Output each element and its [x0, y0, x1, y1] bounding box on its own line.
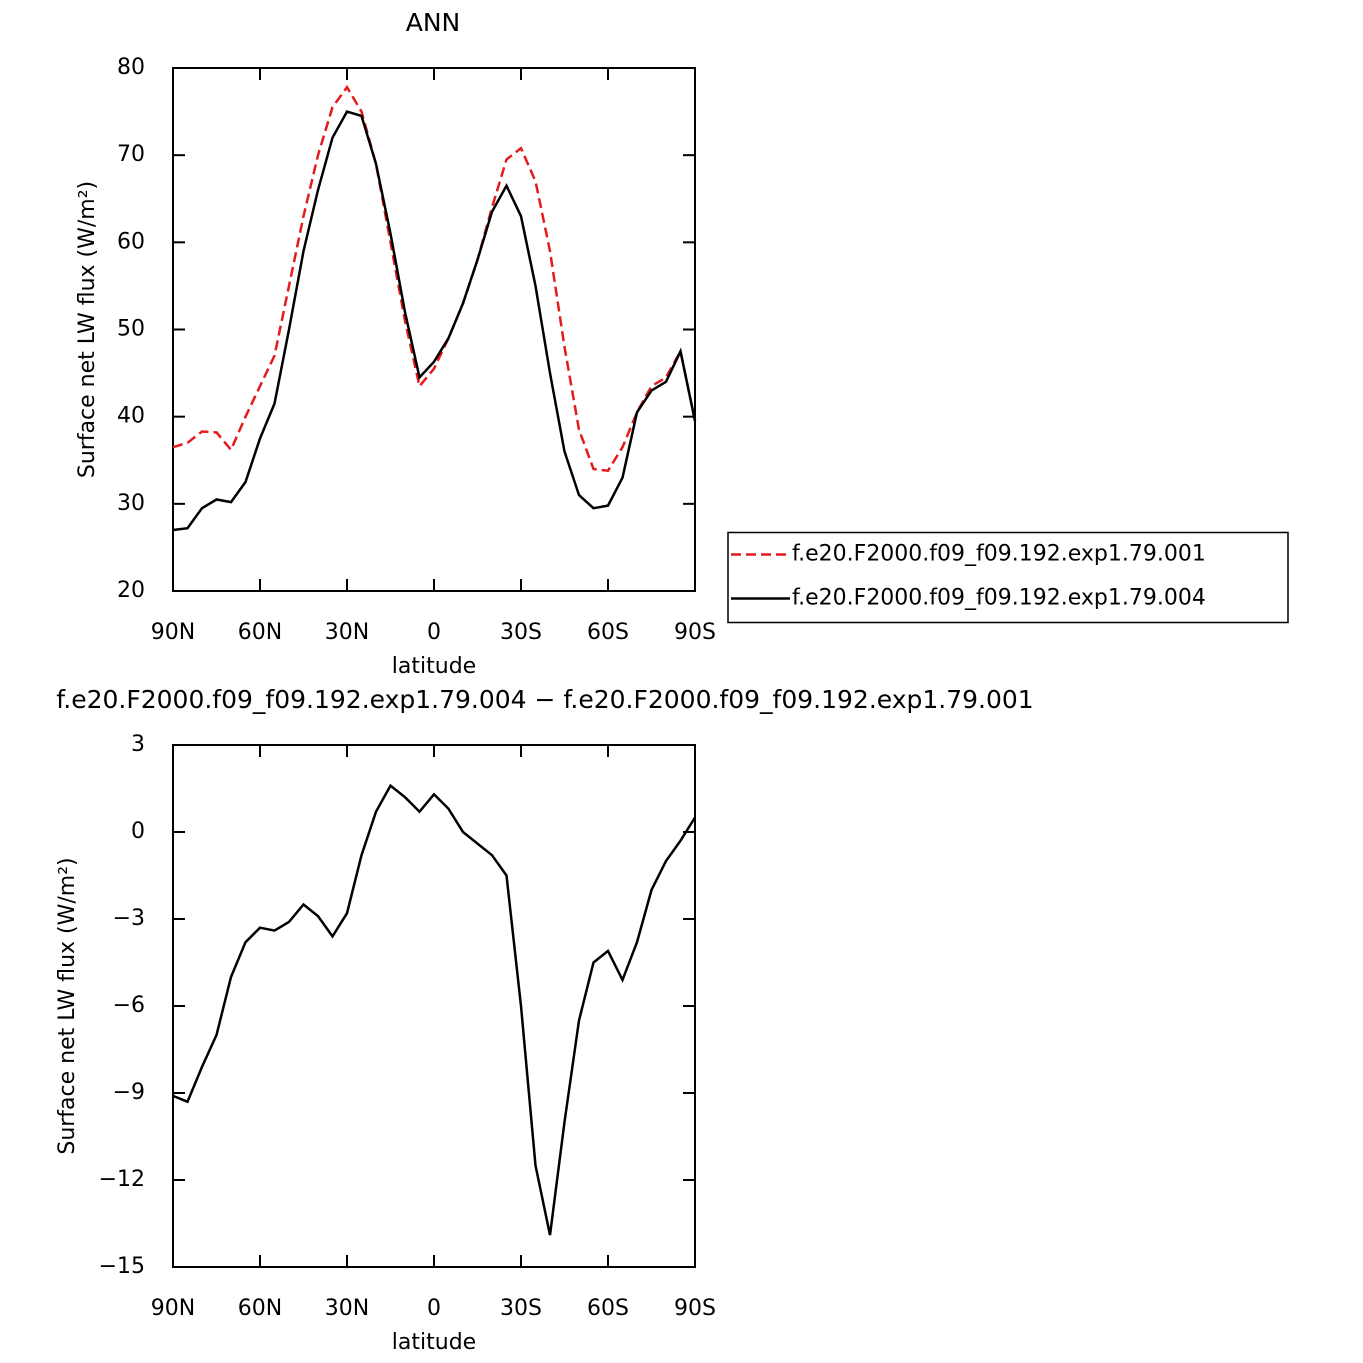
y-tick-label: −9	[113, 1080, 145, 1105]
plot-frame	[172, 67, 696, 592]
chart-title: ANN	[406, 8, 461, 37]
y-tick-label: 40	[117, 404, 145, 429]
x-tick-label: 90S	[674, 620, 716, 645]
legend-label: f.e20.F2000.f09_f09.192.exp1.79.001	[792, 542, 1206, 567]
x-tick-label: 90N	[151, 1296, 195, 1321]
x-tick-label: 30S	[500, 620, 542, 645]
x-tick-label: 0	[427, 1296, 441, 1321]
x-tick-label: 90N	[151, 620, 195, 645]
legend-box	[727, 531, 1289, 624]
x-tick-label: 90S	[674, 1296, 716, 1321]
legend-label: f.e20.F2000.f09_f09.192.exp1.79.004	[792, 586, 1206, 611]
data-line	[172, 110, 697, 532]
y-tick-label: 30	[117, 491, 145, 516]
y-tick-label: 80	[117, 55, 145, 80]
y-tick-label: −6	[113, 993, 145, 1018]
y-tick-label: 3	[131, 732, 145, 757]
x-tick-label: 60S	[587, 1296, 629, 1321]
y-tick-label: −3	[113, 906, 145, 931]
x-axis-label: latitude	[392, 1330, 476, 1355]
y-tick-label: 70	[117, 142, 145, 167]
x-tick-label: 30S	[500, 1296, 542, 1321]
x-tick-label: 60N	[238, 1296, 282, 1321]
y-tick-label: −15	[99, 1254, 145, 1279]
y-axis-label: Surface net LW flux (W/m²)	[55, 857, 80, 1154]
plot-frame	[172, 744, 696, 1268]
y-tick-label: 60	[117, 229, 145, 254]
x-axis-label: latitude	[392, 654, 476, 679]
x-tick-label: 0	[427, 620, 441, 645]
x-tick-label: 30N	[325, 1296, 369, 1321]
y-tick-label: −12	[99, 1167, 145, 1192]
y-axis-label: Surface net LW flux (W/m²)	[75, 181, 100, 478]
x-tick-label: 30N	[325, 620, 369, 645]
y-tick-label: 0	[131, 819, 145, 844]
x-tick-label: 60N	[238, 620, 282, 645]
data-line	[172, 84, 697, 473]
y-tick-label: 50	[117, 317, 145, 342]
data-line	[172, 783, 697, 1236]
y-tick-label: 20	[117, 578, 145, 603]
chart-title: f.e20.F2000.f09_f09.192.exp1.79.004 − f.…	[56, 685, 1033, 714]
x-tick-label: 60S	[587, 620, 629, 645]
